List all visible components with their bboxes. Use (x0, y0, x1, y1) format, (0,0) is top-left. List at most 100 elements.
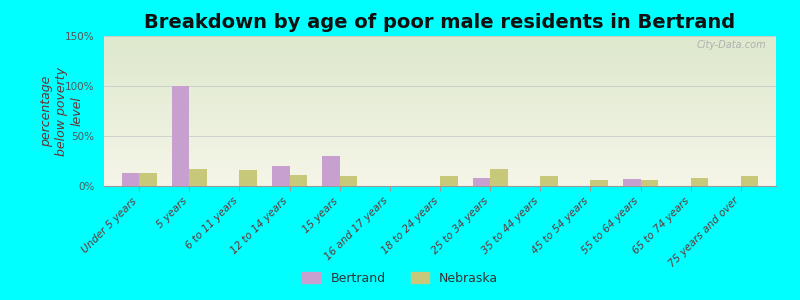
Bar (104, 76, 776, 78)
Bar (104, 169, 776, 171)
Bar (104, 68, 776, 69)
Bar (104, 147, 776, 148)
Bar (104, 136, 776, 138)
Bar (104, 183, 776, 184)
Bar (104, 141, 776, 142)
Bar (104, 132, 776, 134)
Bar (104, 177, 776, 178)
Bar (104, 82, 776, 84)
Bar (104, 154, 776, 156)
Bar (104, 74, 776, 75)
Bar (272, 166, 290, 186)
Bar (104, 144, 776, 146)
Bar (104, 105, 776, 106)
Bar (104, 69, 776, 70)
Bar (104, 138, 776, 140)
Bar (104, 36, 776, 38)
Bar (104, 148, 776, 150)
Bar (104, 64, 776, 66)
Bar (104, 102, 776, 104)
Legend: Bertrand, Nebraska: Bertrand, Nebraska (295, 265, 505, 291)
Bar (104, 108, 776, 110)
Bar (104, 45, 776, 46)
Bar (104, 87, 776, 88)
Bar (104, 81, 776, 82)
Bar (104, 180, 776, 182)
Bar (440, 176, 458, 186)
Bar (104, 184, 776, 186)
Bar (104, 42, 776, 44)
Bar (104, 167, 776, 168)
Bar (340, 176, 358, 186)
Bar (104, 40, 776, 42)
Bar (490, 169, 508, 186)
Bar (104, 130, 776, 132)
Bar (104, 54, 776, 56)
Bar (104, 162, 776, 164)
Bar (104, 50, 776, 51)
Bar (122, 173, 139, 186)
Bar (322, 156, 340, 186)
Bar (104, 99, 776, 100)
Bar (104, 118, 776, 120)
Bar (104, 110, 776, 111)
Bar (104, 176, 776, 177)
Bar (104, 114, 776, 116)
Bar (104, 46, 776, 48)
Bar (104, 128, 776, 129)
Text: City-Data.com: City-Data.com (696, 40, 766, 50)
Bar (104, 106, 776, 108)
Bar (104, 92, 776, 93)
Bar (104, 165, 776, 166)
Bar (290, 175, 307, 186)
Bar (104, 153, 776, 154)
Bar (741, 176, 758, 186)
Bar (104, 164, 776, 165)
Bar (104, 160, 776, 162)
Bar (104, 178, 776, 180)
Bar (623, 179, 641, 186)
Bar (104, 38, 776, 39)
Bar (104, 152, 776, 153)
Bar (104, 58, 776, 60)
Bar (104, 117, 776, 118)
Bar (104, 156, 776, 158)
Bar (104, 70, 776, 72)
Bar (104, 172, 776, 174)
Bar (104, 51, 776, 52)
Bar (104, 90, 776, 92)
Bar (104, 135, 776, 136)
Bar (139, 173, 157, 186)
Bar (104, 122, 776, 123)
Bar (104, 140, 776, 141)
Bar (104, 142, 776, 144)
Bar (104, 88, 776, 90)
Bar (104, 171, 776, 172)
Bar (104, 158, 776, 159)
Bar (172, 86, 190, 186)
Bar (104, 120, 776, 122)
Bar (104, 44, 776, 45)
Bar (104, 124, 776, 126)
Bar (104, 134, 776, 135)
Bar (104, 56, 776, 57)
Bar (104, 93, 776, 94)
Bar (104, 98, 776, 99)
Bar (190, 169, 207, 186)
Bar (104, 52, 776, 54)
Bar (473, 178, 490, 186)
Bar (104, 126, 776, 128)
Bar (104, 96, 776, 98)
Bar (104, 174, 776, 176)
Y-axis label: percentage
below poverty
level: percentage below poverty level (40, 67, 83, 155)
Bar (104, 57, 776, 58)
Bar (104, 159, 776, 160)
Bar (104, 146, 776, 147)
Bar (641, 180, 658, 186)
Bar (104, 66, 776, 68)
Bar (104, 84, 776, 86)
Bar (104, 150, 776, 152)
Bar (104, 94, 776, 96)
Bar (104, 48, 776, 50)
Bar (104, 123, 776, 124)
